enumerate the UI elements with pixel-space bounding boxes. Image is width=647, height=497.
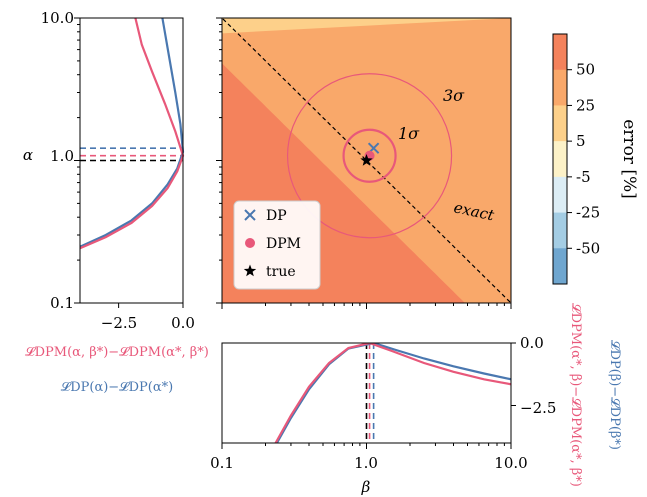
one-sigma-label: 1σ [398, 124, 420, 143]
error-map-fill [222, 18, 511, 303]
colorbar-cell-0 [553, 34, 567, 71]
alpha-profile-panel: α 1.0 10.0 0.1 −2.5 0.0 𝓛DPM(α, β*)−𝓛DPM… [23, 9, 209, 395]
error-map-ticks [216, 17, 512, 309]
beta-tick-1: 1.0 [354, 454, 378, 472]
colorbar-cell-3 [553, 141, 567, 178]
colorbar-tick-label: 50 [576, 61, 595, 79]
three-sigma-ring [286, 73, 453, 239]
colorbar-frame [552, 33, 568, 285]
colorbar-tick-label: 5 [576, 132, 586, 150]
left-xlabel-dp: 𝓛DP(α)−𝓛DP(α*) [61, 380, 173, 395]
legend-marker-dp [244, 209, 256, 221]
beta-curve-dp [275, 343, 511, 443]
legend-marker-dp-b [244, 209, 256, 221]
alpha-curve-dpm [79, 17, 185, 250]
colorbar-cells [553, 34, 567, 285]
legend-markers [243, 209, 257, 277]
one-sigma-ring [342, 128, 397, 183]
colorbar-cell-2 [553, 105, 567, 142]
three-sigma-label: 3σ [443, 86, 465, 105]
estimate-points [360, 142, 380, 166]
beta-profile-curves-wrap [274, 343, 511, 443]
beta-tick-0-1: 0.1 [210, 454, 234, 472]
legend-label-true: true [266, 264, 296, 280]
colorbar-cell-4 [553, 176, 567, 214]
alpha-curve-dp [79, 17, 185, 248]
beta-profile-curves [274, 343, 511, 443]
beta-profile-panel: 0.1 1.0 10.0 β 0.0 −2.5 𝓛DPM(α*, β)−𝓛DPM… [210, 303, 622, 496]
legend-marker-true [243, 264, 257, 277]
left-x-tick-zero: 0.0 [171, 314, 195, 332]
legend: DP DPM true [233, 200, 321, 290]
colorbar-cell-5 [553, 212, 567, 249]
beta-curve-dpm [274, 343, 511, 443]
bottom-y-tick-minus: −2.5 [520, 399, 556, 417]
colorbar-tick-label: 25 [576, 96, 595, 114]
legend-box [233, 200, 321, 290]
left-x-tick-minus: −2.5 [101, 314, 137, 332]
colorbar-label: error [%] [619, 119, 639, 199]
colorbar-cell-6 [553, 248, 567, 285]
beta-profile-ticks [221, 342, 516, 449]
beta-axis-label: β [361, 478, 371, 496]
legend-marker-dpm [245, 238, 255, 248]
beta-tick-10: 10.0 [494, 454, 527, 472]
colorbar-tick-label: -5 [576, 168, 591, 186]
colorbar-tick-label: -50 [576, 239, 600, 257]
legend-label-dpm: DPM [266, 236, 301, 252]
alpha-tick-10: 10.0 [41, 9, 74, 27]
colorbar-tick-label: -25 [576, 204, 600, 222]
bottom-y-tick-zero: 0.0 [520, 334, 544, 352]
colorbar-ticks: 50 25 5 -5 -25 -50 [567, 61, 600, 257]
bottom-ylabel-dpm: 𝓛DPM(α*, β)−𝓛DPM(α*, β*) [568, 303, 583, 487]
error-map-panel: 1σ 3σ exact DP DPM true [216, 17, 512, 309]
legend-label-dp: DP [266, 208, 287, 224]
bottom-ylabel-dp: 𝓛DP(β)−𝓛DP(β*) [607, 340, 622, 450]
alpha-profile-curves [79, 17, 185, 250]
alpha-axis-label: α [23, 146, 33, 164]
left-xlabel-dpm: 𝓛DPM(α, β*)−𝓛DPM(α*, β*) [25, 345, 209, 360]
alpha-profile-ticks [74, 17, 184, 308]
alpha-tick-0-1: 0.1 [50, 294, 74, 312]
alpha-tick-1: 1.0 [50, 147, 74, 165]
colorbar-cell-1 [553, 69, 567, 106]
colorbar: 50 25 5 -5 -25 -50 error [%] [552, 33, 639, 285]
point-true [360, 154, 373, 166]
